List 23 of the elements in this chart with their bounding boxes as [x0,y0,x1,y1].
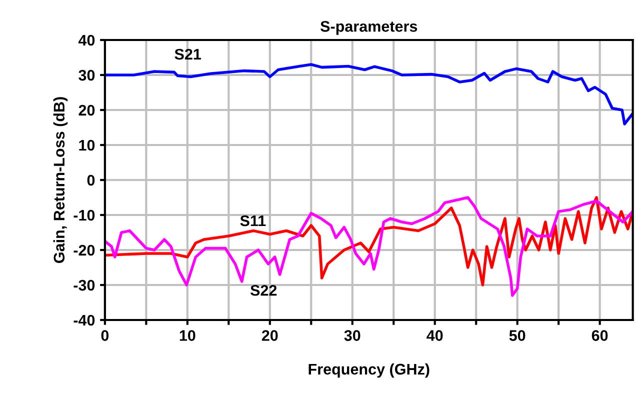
y-axis-title: Gain, Return-Loss (dB) [53,97,68,263]
x-tick-label: 50 [509,330,526,341]
x-tick-label: 40 [426,330,443,341]
x-tick-label: 30 [344,330,360,341]
y-tick-label: -10 [74,210,95,221]
x-axis-title: Frequency (GHz) [308,363,430,378]
series-label: S11 [240,215,266,226]
y-tick-label: -40 [74,314,95,326]
x-tick-label: 60 [592,330,608,341]
y-tick-label: 30 [78,70,95,81]
series-label: S21 [174,48,201,60]
x-tick-label: 0 [101,330,109,341]
y-tick-label: 10 [79,140,95,151]
chart-title: S-parameters [320,21,418,35]
y-tick-label: 40 [78,34,95,46]
y-tick-label: 0 [87,174,95,186]
y-tick-label: -30 [74,280,95,291]
series-label: S22 [250,284,277,296]
x-tick-label: 10 [180,330,196,341]
y-tick-label: -20 [74,244,95,256]
x-tick-label: 20 [262,330,278,341]
y-tick-label: 20 [78,104,95,116]
line-series [104,63,633,126]
